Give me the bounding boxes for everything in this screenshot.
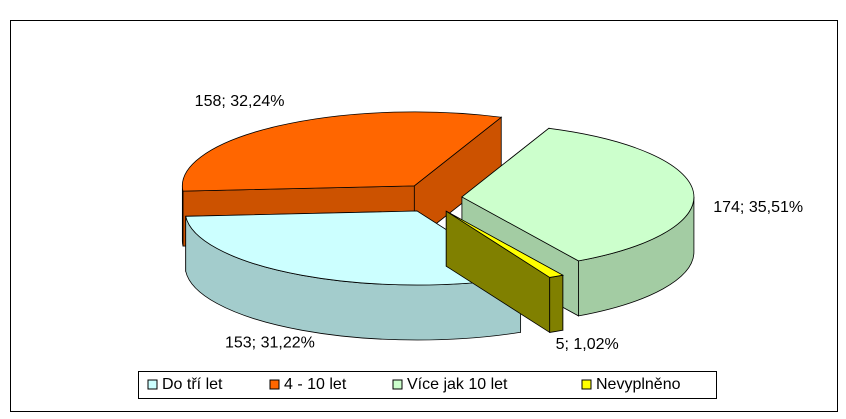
data-label: 5; 1,02% xyxy=(556,336,619,353)
slice xyxy=(181,111,503,192)
legend-swatch xyxy=(581,379,592,390)
slice xyxy=(185,210,522,286)
legend-label: Do tří let xyxy=(162,376,223,393)
data-label: 153; 31,22% xyxy=(225,334,315,351)
legend-swatch xyxy=(269,379,280,390)
data-label: 158; 32,24% xyxy=(195,93,285,110)
slice-wall xyxy=(549,274,564,333)
legend-label: Nevyplněno xyxy=(596,376,681,393)
legend: Do tří let 4 - 10 let Více jak 10 let Nevyp… xyxy=(147,376,681,393)
slice xyxy=(446,210,564,278)
legend-swatch xyxy=(147,379,158,390)
data-label: 174; 35,51% xyxy=(713,199,803,216)
legend-label: Více jak 10 let xyxy=(407,376,508,393)
legend-box xyxy=(138,371,717,399)
slice-wall xyxy=(181,185,184,247)
legend-swatch xyxy=(392,379,403,390)
pie: 174; 35,51% 5; 1,02% 153; 31,22% 158; 32,24… xyxy=(181,93,803,353)
legend-label: 4 - 10 let xyxy=(284,376,347,393)
slice xyxy=(461,127,695,262)
